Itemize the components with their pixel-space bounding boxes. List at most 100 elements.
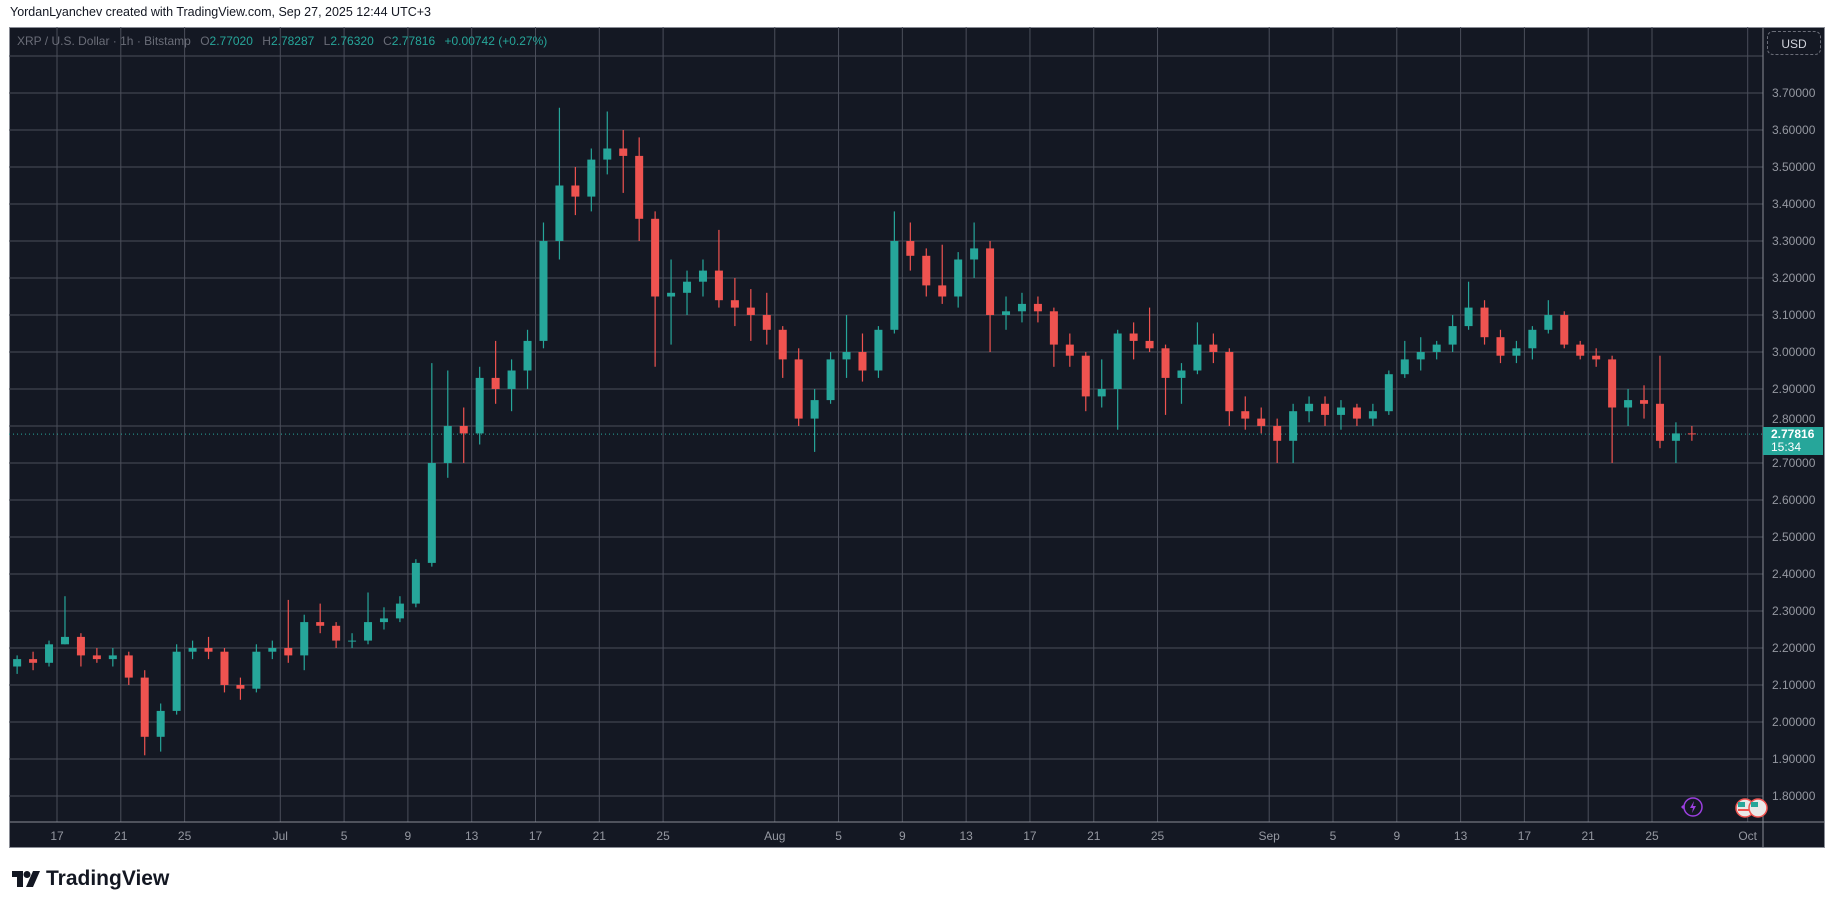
candle-body — [188, 648, 197, 652]
candle — [1496, 329, 1505, 364]
lightning-icon[interactable] — [1681, 797, 1703, 817]
time-tick-label: 17 — [50, 829, 64, 843]
candle — [1464, 281, 1473, 330]
candle — [683, 270, 692, 315]
candle-body — [1480, 307, 1489, 338]
candle — [938, 244, 947, 304]
candle-body — [619, 148, 628, 156]
currency-button[interactable]: USD — [1767, 31, 1821, 55]
candle — [443, 370, 452, 478]
candle-body — [491, 377, 500, 389]
candle-body — [1448, 326, 1457, 345]
candle — [635, 137, 644, 241]
time-tick-label: 17 — [1517, 829, 1532, 843]
candle-body — [746, 307, 755, 315]
candle-body — [555, 185, 564, 241]
candle-body — [1368, 411, 1377, 419]
candle-body — [1129, 333, 1138, 341]
candle-body — [714, 270, 723, 301]
candle — [954, 252, 963, 308]
candle-body — [970, 248, 979, 260]
candle — [1400, 340, 1409, 378]
candle-body — [348, 640, 357, 642]
time-tick-label: 21 — [114, 829, 128, 843]
candle — [714, 229, 723, 308]
symbol-title[interactable]: XRP / U.S. Dollar · 1h · Bitstamp — [17, 34, 191, 48]
candle — [1129, 322, 1138, 360]
candle-body — [1177, 370, 1186, 378]
candle-body — [794, 359, 803, 419]
candle-body — [1560, 315, 1569, 345]
candle-body — [108, 655, 117, 660]
candle — [571, 167, 580, 216]
candle — [794, 348, 803, 426]
candle — [1384, 370, 1393, 415]
candle-body — [1017, 303, 1026, 312]
candle — [842, 315, 851, 378]
candle-body — [236, 685, 245, 689]
candle — [1049, 307, 1058, 367]
candle-body — [13, 659, 22, 667]
candle-body — [1002, 311, 1011, 315]
candle — [874, 326, 883, 378]
price-tick-label: 3.00000 — [1772, 345, 1816, 359]
candle — [459, 407, 468, 463]
time-tick-label: 5 — [835, 829, 842, 843]
candle — [667, 259, 676, 345]
candle — [188, 640, 197, 660]
candle-body — [1161, 348, 1170, 378]
chart-panel[interactable] — [9, 27, 1825, 848]
candle-body — [762, 315, 771, 330]
us-flag-icon[interactable] — [1748, 798, 1768, 818]
candle — [1512, 340, 1521, 364]
candle-body — [379, 618, 388, 623]
candle-body — [29, 659, 38, 663]
candle — [427, 363, 436, 567]
candle — [1624, 389, 1633, 426]
candle-body — [842, 352, 851, 360]
candle — [1145, 307, 1154, 352]
price-tick-label: 1.80000 — [1772, 789, 1816, 803]
candle — [1336, 400, 1345, 430]
candle — [730, 278, 739, 327]
candle — [1528, 326, 1537, 360]
candle-body — [284, 648, 293, 656]
candle-body — [140, 677, 149, 737]
candle — [1640, 385, 1649, 419]
candle-body — [1544, 315, 1553, 330]
time-tick-label: 25 — [656, 829, 670, 843]
price-tick-label: 2.20000 — [1772, 641, 1816, 655]
candle — [268, 640, 277, 660]
time-tick-label: 17 — [528, 829, 543, 843]
tradingview-logo[interactable]: TradingView — [12, 867, 169, 891]
grid — [9, 27, 1763, 822]
candle — [252, 644, 261, 693]
candle — [970, 222, 979, 278]
candle — [1480, 300, 1489, 345]
candle — [1368, 403, 1377, 426]
candle-body — [427, 463, 436, 563]
candle — [523, 329, 532, 389]
candle — [379, 607, 388, 630]
time-tick-label: 9 — [1393, 829, 1401, 843]
time-tick-label: 21 — [1087, 829, 1101, 843]
candle — [364, 592, 373, 645]
candle-body — [1065, 344, 1074, 356]
chart-credit: YordanLyanchev created with TradingView.… — [10, 5, 431, 19]
last-price-label: 2.77816 15:34 — [1763, 427, 1823, 455]
high-value: 2.78287 — [270, 34, 315, 48]
candle — [475, 366, 484, 445]
candle-body — [1033, 303, 1042, 312]
candle-body — [651, 218, 660, 297]
candle-body — [635, 155, 644, 219]
candle — [172, 644, 181, 715]
change-value: +0.00742 (+0.27%) — [444, 34, 548, 48]
candle-body — [364, 622, 373, 641]
candle — [698, 259, 707, 297]
candle-body — [539, 241, 548, 341]
candle-body — [1496, 337, 1505, 356]
candle-body — [1528, 329, 1537, 349]
candle-body — [986, 248, 995, 315]
candle-body — [587, 159, 596, 197]
